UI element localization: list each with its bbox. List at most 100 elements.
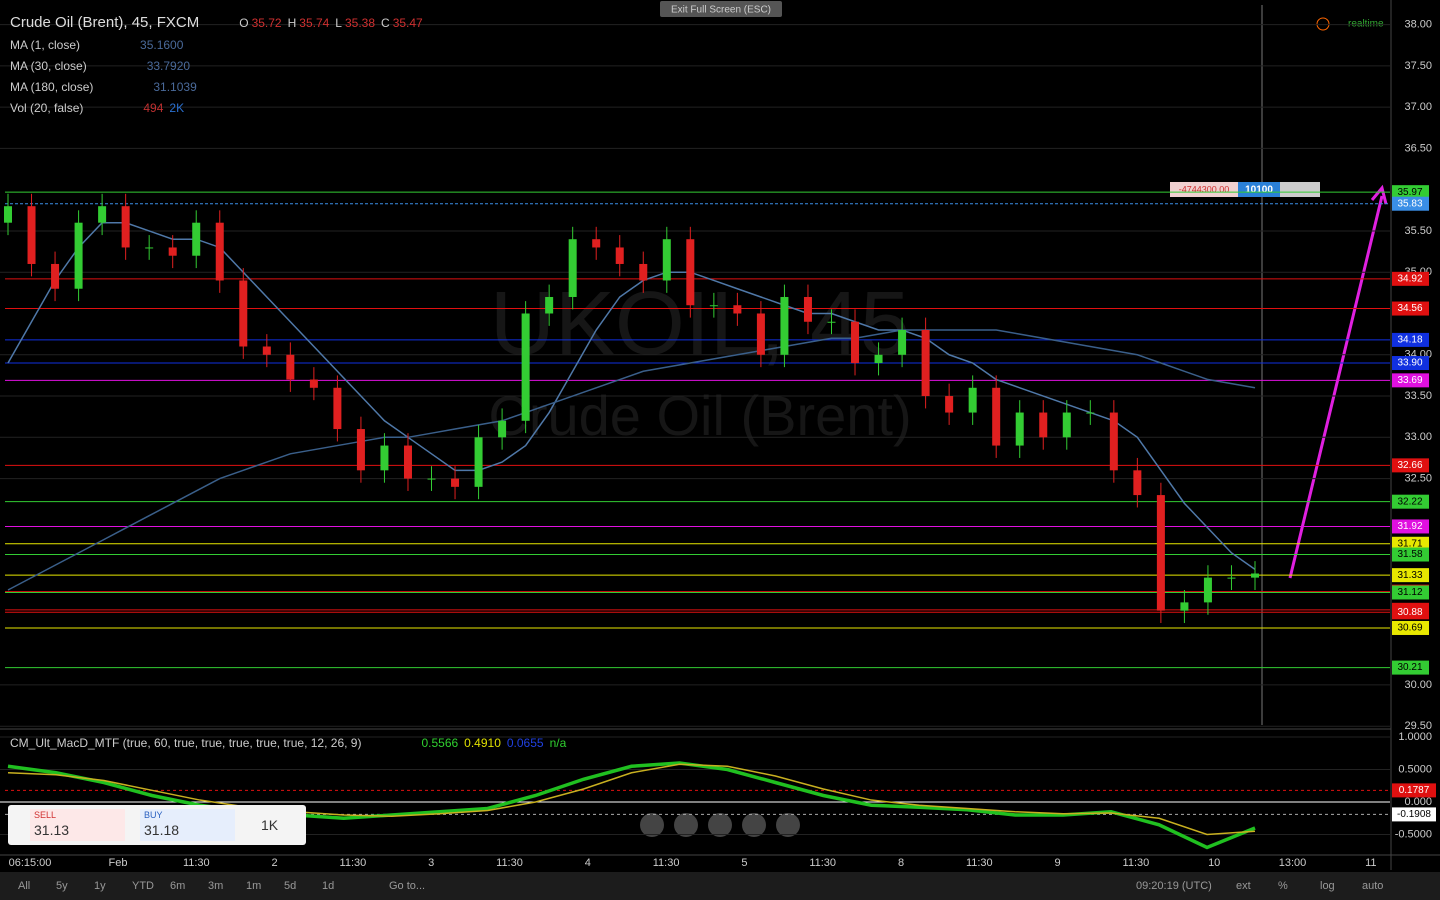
ohlc-value: 35.38	[344, 16, 376, 30]
candle-body	[1203, 577, 1212, 603]
macd-legend: CM_Ult_MacD_MTF (true, 60, true, true, t…	[10, 736, 572, 750]
level-tag-text: 35.97	[1397, 187, 1422, 198]
candle-body	[851, 321, 860, 364]
sell-button[interactable]	[30, 809, 125, 841]
candle-body	[803, 296, 812, 322]
candle-body	[780, 296, 789, 355]
candle-body	[545, 296, 554, 314]
nav-button[interactable]	[742, 813, 766, 837]
candle-body	[945, 396, 954, 413]
level-tag-text: -0.1908	[1397, 809, 1431, 820]
level-tag-text: 31.12	[1397, 587, 1422, 598]
candle-body	[874, 354, 883, 364]
size[interactable]: 1K	[261, 817, 279, 833]
indicator-name: Vol (20, false)	[10, 101, 84, 115]
ohlc-key: O	[239, 16, 249, 30]
level-tag	[1392, 519, 1429, 534]
range-button[interactable]: 6m	[170, 880, 186, 892]
x-tick-label: 9	[1055, 857, 1061, 869]
x-tick-label: 11:30	[496, 857, 523, 869]
range-button[interactable]: YTD	[132, 880, 154, 892]
level-tag	[1392, 458, 1429, 473]
warning-icon	[1316, 17, 1330, 31]
level-tag	[1392, 271, 1429, 286]
candle-body	[1062, 412, 1071, 438]
candle-body	[4, 206, 12, 223]
level-tag	[1392, 536, 1429, 551]
order-buttons[interactable]	[1280, 182, 1320, 197]
indicator-value: 33.7920	[146, 59, 191, 73]
macd-value: n/a	[549, 736, 567, 750]
option-button[interactable]: ext	[1236, 880, 1251, 892]
y-tick-label: 37.50	[1404, 60, 1432, 72]
nav-button[interactable]	[776, 813, 800, 837]
x-tick-label: 10	[1208, 857, 1220, 869]
goto-button[interactable]: Go to...	[389, 880, 426, 892]
candle-body	[1251, 573, 1259, 578]
candle-body	[121, 206, 130, 248]
symbol-title: Crude Oil (Brent), 45, FXCM	[10, 14, 200, 31]
range-button[interactable]: 3m	[208, 880, 224, 892]
candle-body	[686, 239, 695, 306]
level-tag	[1392, 356, 1429, 371]
range-button[interactable]: 1y	[94, 880, 106, 892]
candle-body	[592, 239, 601, 248]
indicator-name: MA (30, close)	[10, 59, 87, 73]
buy-button[interactable]	[140, 809, 235, 841]
indicator-name: MA (180, close)	[10, 80, 94, 94]
x-tick-label: 11:30	[340, 857, 367, 869]
x-tick-label: 4	[585, 857, 591, 869]
level-tag	[1392, 620, 1429, 635]
level-tag	[1392, 373, 1429, 388]
exit-fullscreen[interactable]	[660, 1, 782, 17]
nav-button[interactable]	[708, 813, 732, 837]
nav-button[interactable]	[674, 813, 698, 837]
candle-body	[615, 247, 624, 264]
trade-panel: SELL 31.13 BUY 31.18 1K	[8, 805, 306, 845]
candle-body	[662, 239, 671, 281]
level-tag-text: 31.71	[1397, 538, 1422, 549]
x-tick-label: 06:15:00	[9, 857, 52, 869]
option-button[interactable]: log	[1320, 880, 1335, 892]
candle-body	[356, 429, 365, 471]
nav-button[interactable]	[640, 813, 664, 837]
y-tick-label: 36.50	[1404, 142, 1432, 154]
range-button[interactable]: All	[18, 880, 31, 892]
arrow	[1288, 184, 1388, 579]
candle-body	[1039, 412, 1048, 438]
macd-value: 0.4910	[464, 736, 501, 750]
y-tick-label: 0.5000	[1398, 763, 1432, 775]
level-tag-text: 30.69	[1397, 623, 1422, 634]
x-tick-label: 11:30	[183, 857, 210, 869]
candle-body	[992, 387, 1001, 446]
candle-body	[921, 330, 930, 397]
candle-body	[286, 354, 295, 380]
buy-price: 31.18	[144, 822, 180, 838]
range-button[interactable]: 1d	[322, 880, 335, 892]
candle-body	[145, 247, 154, 249]
macd-line	[7, 763, 1256, 836]
option-button[interactable]: %	[1278, 880, 1288, 892]
ohlc-value: 35.47	[392, 16, 423, 30]
nav-buttons	[640, 813, 800, 837]
range-button[interactable]: 5y	[56, 880, 68, 892]
x-tick-label: 11	[1365, 857, 1376, 869]
indicator: MA (180, close) 31.1039	[10, 80, 203, 94]
x-tick-label: 8	[898, 857, 904, 869]
x-tick-label: 11:30	[809, 857, 836, 869]
range-button[interactable]: 5d	[284, 880, 297, 892]
order-pnl-text: -4744300.00	[1179, 184, 1230, 194]
candle-body	[451, 478, 460, 487]
option-button[interactable]: auto	[1362, 880, 1384, 892]
candle-body	[1227, 577, 1236, 579]
y-tick-label: 35.50	[1404, 225, 1432, 237]
watermark: UKOIL, 45	[490, 274, 910, 374]
range-button[interactable]: 1m	[246, 880, 262, 892]
level-tag-text: 32.66	[1397, 460, 1422, 471]
candle-body	[380, 445, 389, 471]
candle-body	[521, 313, 530, 421]
sell-price: 31.13	[34, 822, 70, 838]
ohlc-key: L	[335, 16, 342, 30]
y-tick-label: 1.0000	[1398, 731, 1432, 743]
candle-body	[639, 263, 648, 281]
